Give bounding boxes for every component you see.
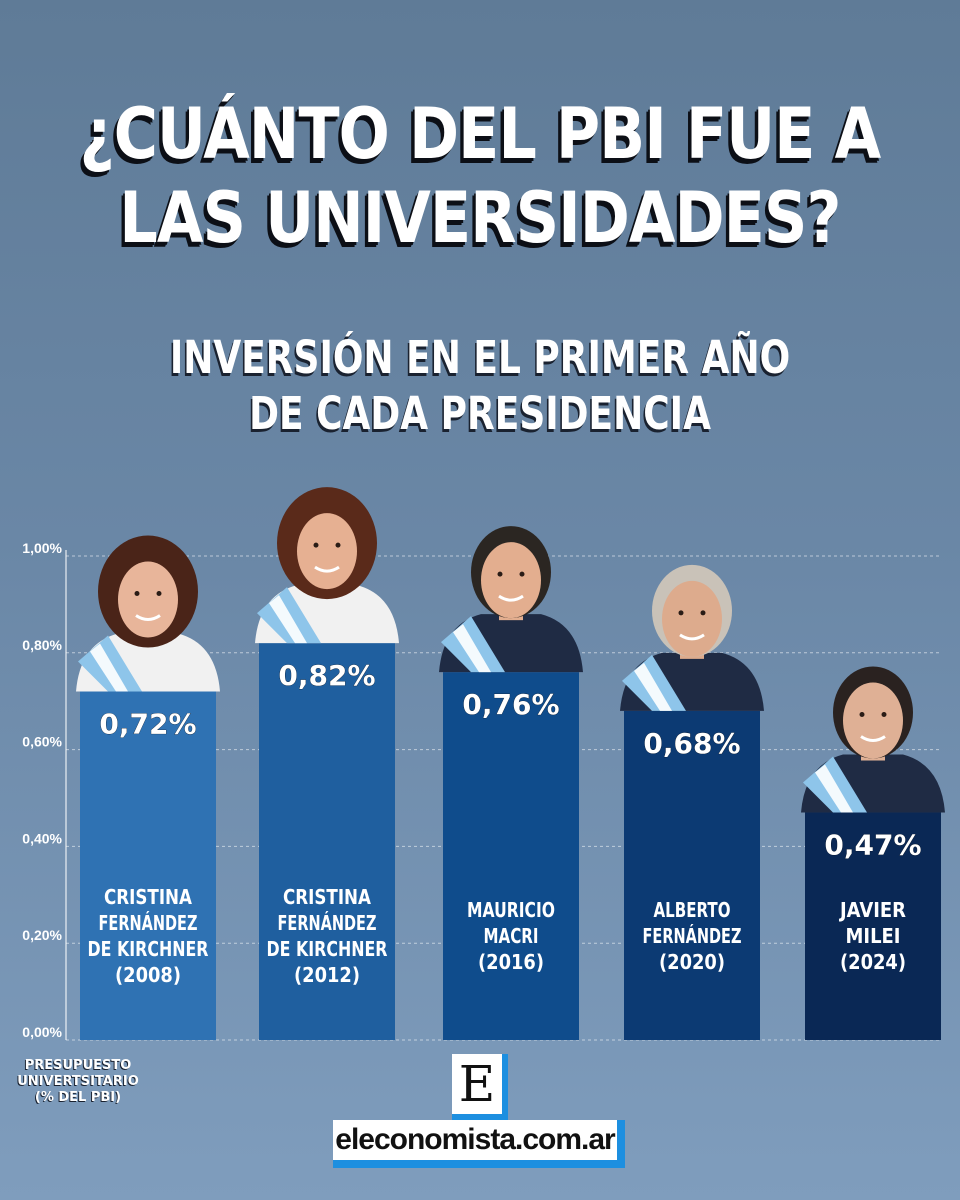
chart-title: ¿CUÁNTO DEL PBI FUE A LAS UNIVERSIDADES? [67,92,893,260]
bar [805,812,941,1040]
bar-value-label: 0,76% [462,688,559,721]
y-tick-label: 0,40% [22,830,62,846]
bar [80,691,216,1040]
category-label: CRISTINA [104,885,192,909]
y-axis-label-line-3: (% DEL PBI) [34,1090,122,1105]
y-tick-label: 0,20% [22,927,62,943]
category-label: (2008) [115,963,181,987]
bar [259,643,395,1040]
brand-logo-letter: E [458,1055,496,1113]
category-label: FERNÁNDEZ [99,911,198,935]
bar-value-label: 0,82% [278,659,375,692]
bar-value-label: 0,47% [824,829,921,862]
subtitle-line-1: INVERSIÓN EN EL PRIMER AÑO [169,331,791,384]
y-axis-label-line-1: PRESUPUESTO [24,1058,132,1073]
category-label: (2020) [659,950,725,974]
bar-value-label: 0,72% [99,708,196,741]
category-label: DE KIRCHNER [267,937,388,961]
category-label: MILEI [846,924,901,948]
category-label: ALBERTO [654,898,731,922]
chart-subtitle: INVERSIÓN EN EL PRIMER AÑO DE CADA PRESI… [96,330,864,442]
president-portrait [801,666,945,813]
president-portrait [439,526,583,673]
category-label: JAVIER [838,898,906,922]
category-label: CRISTINA [283,885,371,909]
title-line-2: LAS UNIVERSIDADES? [119,177,841,259]
president-portrait [620,564,764,711]
category-label: FERNÁNDEZ [278,911,377,935]
category-label: (2016) [478,950,544,974]
brand-site-badge: eleconomista.com.ar [333,1120,625,1168]
bar [624,710,760,1040]
y-tick-label: 0,60% [22,734,62,750]
category-label: MACRI [484,924,539,948]
category-label: DE KIRCHNER [88,937,209,961]
president-portrait [255,487,399,644]
y-tick-label: 1,00% [22,540,62,556]
y-axis-label: PRESUPUESTO UNIVERTSITARIO (% DEL PBI) [8,1058,148,1106]
y-tick-label: 0,00% [22,1024,62,1040]
brand-logo: E [452,1054,508,1120]
brand-site-text: eleconomista.com.ar [335,1123,615,1156]
bar-value-label: 0,68% [643,727,740,760]
president-portrait [76,535,220,692]
y-tick-label: 0,80% [22,637,62,653]
category-label: (2024) [840,950,906,974]
category-label: MAURICIO [467,898,555,922]
title-line-1: ¿CUÁNTO DEL PBI FUE A [79,93,882,175]
subtitle-line-2: DE CADA PRESIDENCIA [249,387,711,440]
category-label: FERNÁNDEZ [643,924,742,948]
category-label: (2012) [294,963,360,987]
bar [443,672,579,1040]
y-axis-label-line-2: UNIVERTSITARIO [17,1074,139,1089]
